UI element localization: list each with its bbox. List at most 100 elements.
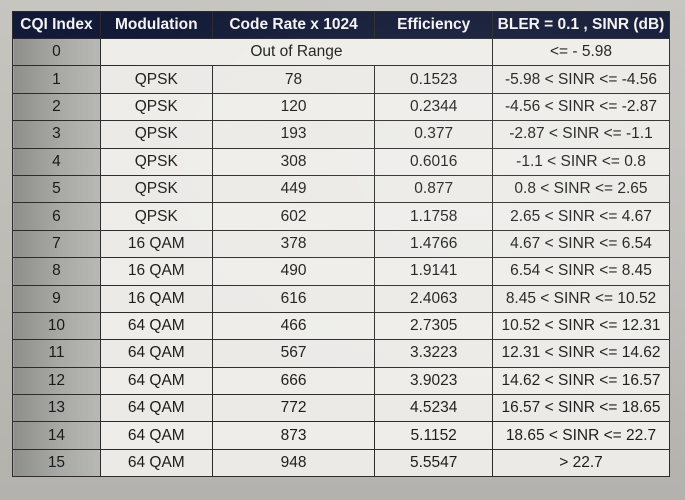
- cell-sinr: 18.65 < SINR <= 22.7: [492, 421, 670, 450]
- cell-cqi-index: 9: [12, 284, 101, 313]
- table-row: 2 QPSK 120 0.2344 -4.56 < SINR <= -2.87: [12, 92, 670, 122]
- table-row: 13 64 QAM 772 4.5234 16.57 < SINR <= 18.65: [12, 394, 670, 423]
- table-header-row: CQI Index Modulation Code Rate x 1024 Ef…: [12, 11, 670, 39]
- cell-efficiency: 3.3223: [374, 339, 493, 368]
- cell-cqi-index: 3: [12, 120, 101, 149]
- cell-sinr: <= - 5.98: [492, 37, 670, 67]
- cell-efficiency: 2.4063: [374, 284, 493, 313]
- table-row: 10 64 QAM 466 2.7305 10.52 < SINR <= 12.31: [12, 311, 670, 341]
- cell-efficiency: 4.5234: [374, 394, 493, 423]
- cell-modulation: 64 QAM: [99, 366, 213, 396]
- cell-cqi-index: 6: [12, 202, 101, 231]
- cell-sinr: > 22.7: [492, 448, 670, 478]
- cell-modulation: 64 QAM: [99, 421, 213, 450]
- cell-sinr: 16.57 < SINR <= 18.65: [492, 394, 670, 423]
- cell-code-rate: 120: [211, 92, 376, 122]
- cell-code-rate: 772: [211, 394, 376, 423]
- cell-code-rate: 616: [211, 284, 376, 313]
- table-body: 0 Out of Range <= - 5.98 1 QPSK 78 0.1523 -5…: [12, 37, 670, 478]
- cell-efficiency: 0.6016: [374, 147, 493, 176]
- cell-cqi-index: 5: [12, 174, 101, 204]
- table-row: 5 QPSK 449 0.877 0.8 < SINR <= 2.65: [12, 174, 670, 204]
- header-cqi-index: CQI Index: [12, 11, 101, 39]
- cell-sinr: -4.56 < SINR <= -2.87: [492, 92, 670, 122]
- table-row: 3 QPSK 193 0.377 -2.87 < SINR <= -1.1: [12, 120, 670, 149]
- cell-code-rate: 567: [211, 339, 376, 368]
- cell-efficiency: 0.2344: [374, 92, 493, 122]
- cell-efficiency: 0.877: [374, 174, 493, 204]
- cell-efficiency: 5.1152: [374, 421, 493, 450]
- cell-cqi-index: 2: [12, 92, 101, 122]
- cell-code-rate: 873: [211, 421, 376, 450]
- cell-cqi-index: 14: [12, 421, 101, 450]
- cell-sinr: 0.8 < SINR <= 2.65: [492, 174, 670, 204]
- cell-efficiency: 1.9141: [374, 257, 493, 286]
- cell-modulation: 16 QAM: [99, 257, 213, 286]
- cell-sinr: 6.54 < SINR <= 8.45: [492, 257, 670, 286]
- cell-code-rate: 193: [211, 120, 376, 149]
- cell-modulation: 64 QAM: [99, 311, 213, 341]
- cell-efficiency: 3.9023: [374, 366, 493, 396]
- cell-efficiency: 0.1523: [374, 65, 493, 94]
- cell-efficiency: 0.377: [374, 120, 493, 149]
- cell-modulation: 16 QAM: [99, 229, 213, 259]
- header-sinr: BLER = 0.1 , SINR (dB): [492, 11, 670, 39]
- table-row: 9 16 QAM 616 2.4063 8.45 < SINR <= 10.52: [12, 284, 670, 313]
- cell-code-rate: 308: [211, 147, 376, 176]
- cell-code-rate: 78: [211, 65, 376, 94]
- cell-cqi-index: 11: [12, 339, 101, 368]
- cell-code-rate: 449: [211, 174, 376, 204]
- cell-modulation: 64 QAM: [99, 339, 213, 368]
- cell-out-of-range: Out of Range: [99, 37, 494, 67]
- cell-modulation: 64 QAM: [99, 394, 213, 423]
- cell-cqi-index: 0: [12, 37, 101, 67]
- table-row: 4 QPSK 308 0.6016 -1.1 < SINR <= 0.8: [12, 147, 670, 176]
- cell-sinr: 12.31 < SINR <= 14.62: [492, 339, 670, 368]
- table-row: 12 64 QAM 666 3.9023 14.62 < SINR <= 16.57: [12, 366, 670, 396]
- cell-code-rate: 602: [211, 202, 376, 231]
- table-row: 8 16 QAM 490 1.9141 6.54 < SINR <= 8.45: [12, 257, 670, 286]
- cell-code-rate: 666: [211, 366, 376, 396]
- table-row: 6 QPSK 602 1.1758 2.65 < SINR <= 4.67: [12, 202, 670, 231]
- cell-cqi-index: 12: [12, 366, 101, 396]
- cell-sinr: -2.87 < SINR <= -1.1: [492, 120, 670, 149]
- header-efficiency: Efficiency: [374, 11, 493, 39]
- table-row: 11 64 QAM 567 3.3223 12.31 < SINR <= 14.62: [12, 339, 670, 368]
- cell-modulation: QPSK: [99, 65, 213, 94]
- header-modulation: Modulation: [99, 11, 213, 39]
- table-row: 1 QPSK 78 0.1523 -5.98 < SINR <= -4.56: [12, 65, 670, 94]
- cell-cqi-index: 10: [12, 311, 101, 341]
- cell-code-rate: 490: [211, 257, 376, 286]
- cqi-table: CQI Index Modulation Code Rate x 1024 Ef…: [12, 11, 670, 478]
- cell-modulation: QPSK: [99, 92, 213, 122]
- cell-sinr: 4.67 < SINR <= 6.54: [492, 229, 670, 259]
- cell-sinr: 14.62 < SINR <= 16.57: [492, 366, 670, 396]
- table-row: 14 64 QAM 873 5.1152 18.65 < SINR <= 22.7: [12, 421, 670, 450]
- cell-modulation: 64 QAM: [99, 448, 213, 478]
- cell-cqi-index: 4: [12, 147, 101, 176]
- cell-efficiency: 1.1758: [374, 202, 493, 231]
- cell-modulation: 16 QAM: [99, 284, 213, 313]
- cell-cqi-index: 13: [12, 394, 101, 423]
- cell-code-rate: 378: [211, 229, 376, 259]
- cell-sinr: -1.1 < SINR <= 0.8: [492, 147, 670, 176]
- cell-cqi-index: 1: [12, 65, 101, 94]
- cell-code-rate: 466: [211, 311, 376, 341]
- cell-efficiency: 1.4766: [374, 229, 493, 259]
- cell-sinr: -5.98 < SINR <= -4.56: [492, 65, 670, 94]
- cell-efficiency: 5.5547: [374, 448, 493, 478]
- cell-code-rate: 948: [211, 448, 376, 478]
- cell-cqi-index: 7: [12, 229, 101, 259]
- cell-modulation: QPSK: [99, 202, 213, 231]
- cell-modulation: QPSK: [99, 147, 213, 176]
- cell-sinr: 2.65 < SINR <= 4.67: [492, 202, 670, 231]
- header-code-rate: Code Rate x 1024: [211, 11, 376, 39]
- cell-modulation: QPSK: [99, 120, 213, 149]
- cell-sinr: 10.52 < SINR <= 12.31: [492, 311, 670, 341]
- table-row: 7 16 QAM 378 1.4766 4.67 < SINR <= 6.54: [12, 229, 670, 259]
- cell-modulation: QPSK: [99, 174, 213, 204]
- table-row: 15 64 QAM 948 5.5547 > 22.7: [12, 448, 670, 478]
- cell-cqi-index: 8: [12, 257, 101, 286]
- cell-efficiency: 2.7305: [374, 311, 493, 341]
